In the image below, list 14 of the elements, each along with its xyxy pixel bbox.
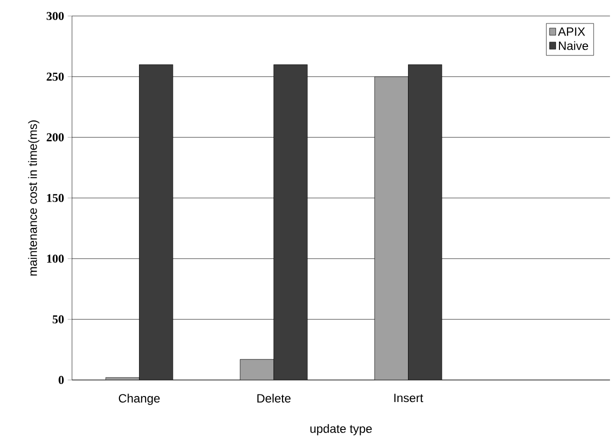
- y-tick-label: 300: [46, 12, 64, 20]
- y-tick-label: 50: [52, 315, 64, 324]
- x-tick-label: Delete: [257, 394, 291, 403]
- legend-label: APIX: [558, 27, 586, 36]
- y-axis-title: maintenance cost in time(ms): [28, 120, 40, 276]
- x-axis-title: update type: [310, 424, 372, 436]
- y-tick-label: 200: [46, 133, 64, 142]
- y-tick-label: 250: [46, 72, 64, 81]
- y-tick-label: 150: [47, 194, 64, 202]
- x-tick-label: Change: [118, 394, 160, 405]
- y-tick-label: 0: [58, 376, 64, 384]
- legend-label: Naive: [558, 41, 588, 50]
- y-tick-label: 100: [47, 254, 64, 263]
- x-tick-label: Insert: [394, 394, 424, 402]
